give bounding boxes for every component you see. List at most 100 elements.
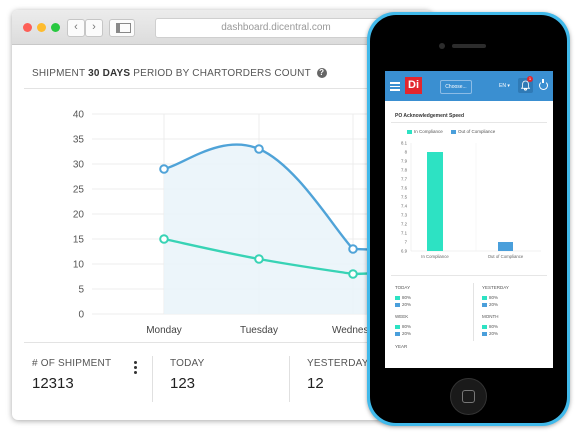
data-point [254, 144, 264, 154]
section-yesterday-label: YESTERDAY [482, 285, 509, 290]
y-tick-label: 25 [73, 185, 85, 196]
stat-yesterday: YESTERDAY 12 [307, 358, 369, 392]
speaker-grille [452, 44, 486, 48]
address-bar[interactable]: dashboard.dicentral.com [155, 18, 397, 38]
sections-divider [391, 275, 547, 276]
y-tick-label: 7.7 [401, 177, 408, 182]
card-title: SHIPMENT 30 DAYS PERIOD BY CHARTORDERS C… [32, 68, 327, 79]
browser-window: ‹ › dashboard.dicentral.com SHIPMENT 30 … [12, 10, 432, 420]
app-header: Di Choose... EN ▾ 1 [385, 71, 553, 101]
back-button[interactable]: ‹ [67, 19, 85, 37]
card-title-suffix: PERIOD BY CHARTORDERS COUNT [130, 68, 311, 79]
row-swatch [395, 331, 400, 336]
y-tick-label: 7.9 [401, 159, 408, 164]
legend-swatch [451, 129, 456, 134]
data-point [348, 244, 358, 254]
x-tick-label: Tuesday [240, 325, 278, 336]
x-tick-label: Out of Compliance [488, 254, 524, 259]
stat-separator [289, 356, 290, 402]
row-swatch [395, 295, 400, 300]
data-point [348, 269, 358, 279]
row-swatch [482, 331, 487, 336]
mini-chart-x-ticks: In Compliance Out of Compliance [421, 254, 524, 259]
more-options-icon[interactable] [134, 361, 137, 376]
row-value: 80% [489, 295, 499, 300]
y-tick-label: 0 [78, 310, 84, 321]
stats-divider [24, 342, 432, 343]
stat-value: 12313 [32, 375, 74, 392]
y-tick-label: 6.9 [401, 249, 408, 254]
chart-points [159, 144, 358, 279]
hamburger-menu-icon[interactable] [390, 82, 400, 93]
y-tick-label: 7 [405, 240, 408, 245]
section-today-label: TODAY [395, 285, 411, 290]
stat-label: TODAY [170, 358, 205, 369]
y-tick-label: 8 [405, 150, 408, 155]
section-today-row: 20% [395, 302, 411, 307]
data-point [159, 234, 169, 244]
section-week-row: 20% [395, 331, 411, 336]
bar-stub [498, 246, 513, 251]
card-header-divider [24, 88, 432, 89]
power-icon[interactable] [539, 79, 548, 90]
y-tick-label: 10 [73, 260, 85, 271]
y-tick-label: 7.5 [401, 195, 408, 200]
help-icon[interactable]: ? [316, 68, 327, 78]
section-year-label: YEAR [395, 344, 408, 349]
zoom-window-button[interactable] [51, 23, 60, 32]
x-tick-label: Wednesd [332, 325, 374, 336]
phone-device: Di Choose... EN ▾ 1 PO Acknowledgement S… [367, 12, 570, 426]
dicentral-logo: Di [405, 77, 422, 94]
section-month-row: 20% [482, 331, 498, 336]
y-tick-label: 7.8 [401, 168, 408, 173]
row-value: 80% [489, 324, 499, 329]
row-value: 20% [402, 302, 412, 307]
panel-title: PO Acknowledgement Speed [395, 113, 464, 119]
row-value: 80% [402, 295, 412, 300]
card-title-period: 30 DAYS [88, 68, 131, 79]
notification-badge: 1 [527, 76, 533, 82]
browser-titlebar: ‹ › dashboard.dicentral.com [12, 10, 432, 45]
panel-divider [391, 122, 547, 123]
stat-shipments: # OF SHIPMENT 12313 [32, 358, 111, 392]
stat-separator [152, 356, 153, 402]
company-select[interactable]: Choose... [440, 80, 472, 94]
card-title-prefix: SHIPMENT [32, 68, 89, 79]
section-yesterday-row: 80% [482, 295, 498, 300]
y-tick-label: 8.1 [401, 141, 408, 146]
stat-value: 12 [307, 375, 324, 392]
section-week-row: 80% [395, 324, 411, 329]
bar [427, 152, 443, 251]
y-tick-label: 15 [73, 235, 85, 246]
chart-y-ticks: 0 5 10 15 20 25 30 35 40 [73, 110, 85, 321]
chart-x-ticks: Monday Tuesday Wednesd [146, 325, 374, 336]
y-tick-label: 7.6 [401, 186, 408, 191]
y-tick-label: 7.2 [401, 222, 408, 227]
home-button[interactable] [450, 378, 487, 415]
row-value: 20% [402, 331, 412, 336]
row-swatch [482, 302, 487, 307]
x-tick-label: In Compliance [421, 254, 449, 259]
y-tick-label: 7.1 [401, 231, 408, 236]
data-point [254, 254, 264, 264]
forward-button[interactable]: › [85, 19, 103, 37]
sections-separator [473, 283, 474, 341]
section-week-label: WEEK [395, 314, 409, 319]
data-point [159, 164, 169, 174]
chevron-right-icon: › [92, 21, 96, 33]
chevron-left-icon: ‹ [74, 21, 78, 33]
stat-label: # OF SHIPMENT [32, 358, 112, 369]
y-tick-label: 40 [73, 110, 85, 121]
phone-screen: Di Choose... EN ▾ 1 PO Acknowledgement S… [385, 71, 553, 368]
language-select[interactable]: EN ▾ [499, 83, 510, 89]
bar-chart: 8.1 8 7.9 7.8 7.7 7.6 7.5 7.4 7.3 7.2 7.1 7 6.9 In C… [401, 141, 541, 259]
row-swatch [395, 302, 400, 307]
close-window-button[interactable] [23, 23, 32, 32]
y-tick-label: 5 [78, 285, 84, 296]
sidebar-toggle-button[interactable] [109, 19, 135, 37]
y-tick-label: 35 [73, 135, 85, 146]
section-yesterday-row: 20% [482, 302, 498, 307]
mini-chart-y-ticks: 8.1 8 7.9 7.8 7.7 7.6 7.5 7.4 7.3 7.2 7.1 7 6.9 [401, 141, 408, 254]
minimize-window-button[interactable] [37, 23, 46, 32]
stat-label: YESTERDAY [307, 358, 369, 369]
